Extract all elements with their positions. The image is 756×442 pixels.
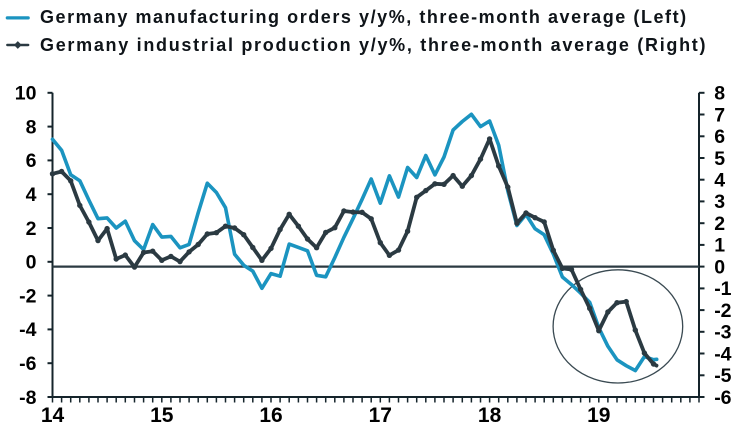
svg-text:17: 17	[369, 404, 392, 427]
svg-text:-4: -4	[19, 319, 36, 341]
svg-text:19: 19	[587, 404, 610, 427]
svg-text:-4: -4	[714, 343, 731, 365]
svg-text:6: 6	[26, 150, 37, 172]
svg-text:0: 0	[26, 252, 37, 274]
svg-text:4: 4	[26, 184, 37, 206]
svg-text:-8: -8	[19, 387, 36, 409]
svg-text:18: 18	[478, 404, 502, 427]
svg-text:7: 7	[714, 104, 725, 126]
svg-text:15: 15	[150, 404, 174, 427]
svg-text:-5: -5	[714, 365, 731, 387]
svg-text:14: 14	[41, 404, 65, 427]
svg-text:1: 1	[714, 235, 725, 257]
svg-text:Germany manufacturing orders y: Germany manufacturing orders y/y%, three…	[40, 7, 688, 27]
svg-text:-2: -2	[714, 300, 731, 322]
svg-text:16: 16	[259, 404, 282, 427]
svg-text:-2: -2	[19, 285, 36, 307]
svg-text:-1: -1	[714, 278, 731, 300]
svg-text:8: 8	[26, 116, 37, 138]
svg-text:6: 6	[714, 126, 725, 148]
svg-text:-6: -6	[19, 353, 36, 375]
svg-text:4: 4	[714, 170, 725, 192]
svg-text:3: 3	[714, 191, 725, 213]
svg-text:10: 10	[15, 83, 37, 105]
svg-text:8: 8	[714, 83, 725, 105]
svg-text:-6: -6	[714, 387, 731, 409]
svg-text:0: 0	[714, 256, 725, 278]
svg-text:2: 2	[26, 218, 37, 240]
svg-text:-3: -3	[714, 322, 731, 344]
svg-text:Germany industrial production: Germany industrial production y/y%, thre…	[40, 35, 707, 55]
svg-text:2: 2	[714, 213, 725, 235]
svg-text:5: 5	[714, 148, 725, 170]
